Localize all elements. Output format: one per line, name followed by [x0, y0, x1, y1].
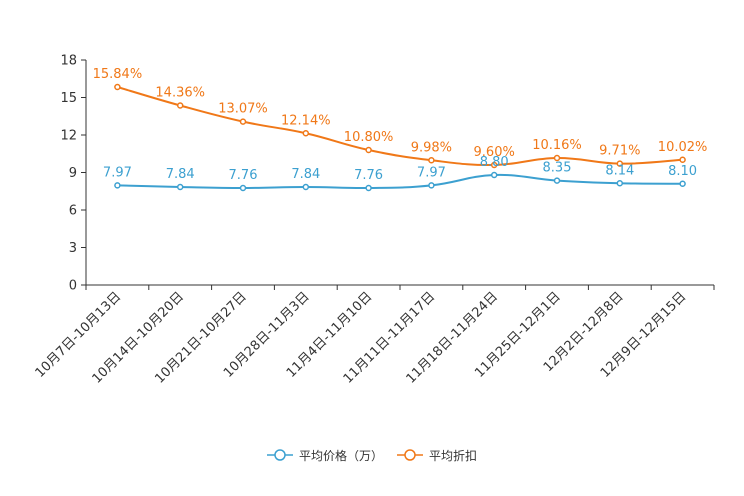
data-point[interactable]	[302, 183, 310, 191]
y-tick-label: 15	[60, 91, 77, 106]
legend-label: 平均折扣	[429, 448, 478, 463]
chart-axes: 036912151810月7日-10月13日10月14日-10月20日10月21…	[33, 54, 715, 387]
data-label: 8.14	[605, 163, 634, 178]
data-point[interactable]	[114, 83, 121, 91]
series-line-1	[117, 86, 683, 167]
data-point[interactable]	[679, 180, 686, 187]
data-point[interactable]	[616, 160, 624, 167]
data-label: 7.84	[291, 167, 320, 182]
y-tick-label: 18	[60, 54, 77, 69]
data-point[interactable]	[679, 156, 686, 163]
data-point[interactable]	[239, 184, 247, 192]
legend-swatch-icon	[266, 449, 293, 461]
data-point[interactable]	[239, 118, 247, 125]
y-tick-label: 6	[69, 204, 77, 219]
data-point[interactable]	[428, 157, 435, 164]
y-tick-label: 3	[69, 241, 77, 256]
data-label: 8.35	[543, 161, 572, 176]
data-point[interactable]	[176, 183, 184, 191]
data-label: 7.76	[229, 168, 258, 183]
y-tick-label: 0	[69, 279, 77, 294]
data-point[interactable]	[365, 146, 372, 154]
series-lines	[117, 86, 683, 190]
series-points	[114, 83, 686, 192]
data-point[interactable]	[176, 102, 184, 109]
line-chart: 036912151810月7日-10月13日10月14日-10月20日10月21…	[33, 54, 715, 387]
data-label: 9.60%	[474, 145, 515, 160]
y-tick-label: 9	[69, 166, 77, 181]
data-label: 13.07%	[218, 102, 268, 117]
legend-swatch-icon	[397, 449, 423, 461]
data-label: 9.98%	[411, 140, 452, 155]
data-point[interactable]	[114, 182, 121, 189]
data-label: 7.84	[166, 167, 195, 182]
data-point[interactable]	[553, 154, 561, 162]
y-tick-label: 12	[60, 129, 77, 144]
data-label: 7.97	[417, 165, 446, 180]
data-label: 10.80%	[344, 130, 394, 145]
data-label: 12.14%	[281, 113, 331, 128]
data-point[interactable]	[428, 182, 435, 189]
data-label: 8.80	[480, 155, 509, 170]
series-line-0	[117, 173, 683, 190]
chart-legend: 平均价格（万） 平均折扣	[0, 443, 744, 467]
legend-item-1[interactable]: 平均折扣	[397, 447, 477, 464]
series-data-labels: 7.97 7.84 7.76 7.84 7.76 7.97 8.80 8.35 8.14 8.10…	[93, 67, 708, 183]
data-point[interactable]	[553, 177, 561, 184]
data-point[interactable]	[490, 161, 498, 169]
data-label: 9.71%	[599, 144, 640, 159]
data-label: 8.10	[668, 164, 697, 179]
data-label: 10.02%	[658, 140, 708, 155]
data-point[interactable]	[616, 180, 624, 187]
data-label: 7.97	[103, 165, 132, 180]
data-point[interactable]	[490, 171, 498, 179]
legend-item-0[interactable]: 平均价格（万）	[266, 447, 383, 464]
data-label: 7.76	[354, 168, 383, 183]
legend-label: 平均价格（万）	[298, 448, 383, 463]
data-label: 15.84%	[93, 67, 143, 82]
data-point[interactable]	[302, 130, 310, 137]
data-label: 10.16%	[532, 138, 582, 153]
data-label: 14.36%	[155, 86, 205, 101]
data-point[interactable]	[365, 184, 372, 192]
